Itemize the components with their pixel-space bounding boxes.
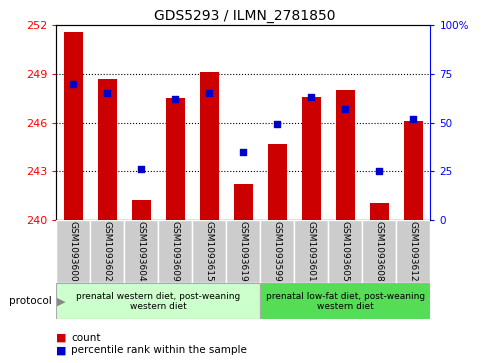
Bar (335, 90, 354, 220)
Point (137, 166, 145, 172)
Text: GSM1093601: GSM1093601 (306, 221, 315, 282)
Text: prenatal western diet, post-weaning
western diet: prenatal western diet, post-weaning west… (76, 291, 240, 311)
Bar (56, 220, 90, 283)
Bar (395, 220, 429, 283)
Point (408, 116, 416, 122)
Text: GSM1093604: GSM1093604 (137, 221, 145, 282)
Text: count: count (71, 333, 100, 343)
Point (375, 168, 383, 174)
Text: ■: ■ (56, 333, 66, 343)
Point (205, 90, 213, 96)
Text: GSM1093600: GSM1093600 (69, 221, 78, 282)
Text: ■: ■ (56, 345, 66, 355)
Bar (267, 143, 286, 220)
Point (103, 90, 111, 96)
Point (239, 149, 246, 155)
Bar (260, 283, 429, 319)
Bar (403, 121, 422, 220)
Text: GDS5293 / ILMN_2781850: GDS5293 / ILMN_2781850 (153, 9, 335, 23)
Bar (64, 32, 82, 220)
Text: protocol: protocol (9, 296, 51, 306)
Text: GSM1093615: GSM1093615 (204, 221, 213, 282)
Text: GSM1093599: GSM1093599 (272, 221, 281, 282)
Bar (362, 220, 395, 283)
Bar (369, 203, 388, 220)
Bar (327, 220, 362, 283)
Text: GSM1093619: GSM1093619 (238, 221, 247, 282)
Bar (124, 220, 158, 283)
Text: prenatal low-fat diet, post-weaning
western diet: prenatal low-fat diet, post-weaning west… (265, 291, 424, 311)
Point (69, 81, 77, 86)
Text: GSM1093605: GSM1093605 (340, 221, 349, 282)
Bar (98, 79, 116, 220)
Text: GSM1093608: GSM1093608 (374, 221, 383, 282)
Bar (226, 220, 260, 283)
Bar (294, 220, 327, 283)
Bar (301, 97, 320, 220)
Bar (233, 184, 252, 220)
Text: ▶: ▶ (57, 296, 65, 306)
Bar (90, 220, 124, 283)
Bar (56, 283, 260, 319)
Bar (260, 220, 294, 283)
Bar (192, 220, 226, 283)
Point (341, 106, 348, 112)
Bar (165, 98, 184, 220)
Point (171, 96, 179, 102)
Text: GSM1093609: GSM1093609 (170, 221, 180, 282)
Point (273, 122, 281, 127)
Point (307, 94, 315, 100)
Bar (200, 72, 218, 220)
Text: GSM1093612: GSM1093612 (408, 221, 417, 282)
Bar (158, 220, 192, 283)
Text: percentile rank within the sample: percentile rank within the sample (71, 345, 246, 355)
Text: GSM1093602: GSM1093602 (102, 221, 112, 282)
Bar (132, 200, 150, 220)
